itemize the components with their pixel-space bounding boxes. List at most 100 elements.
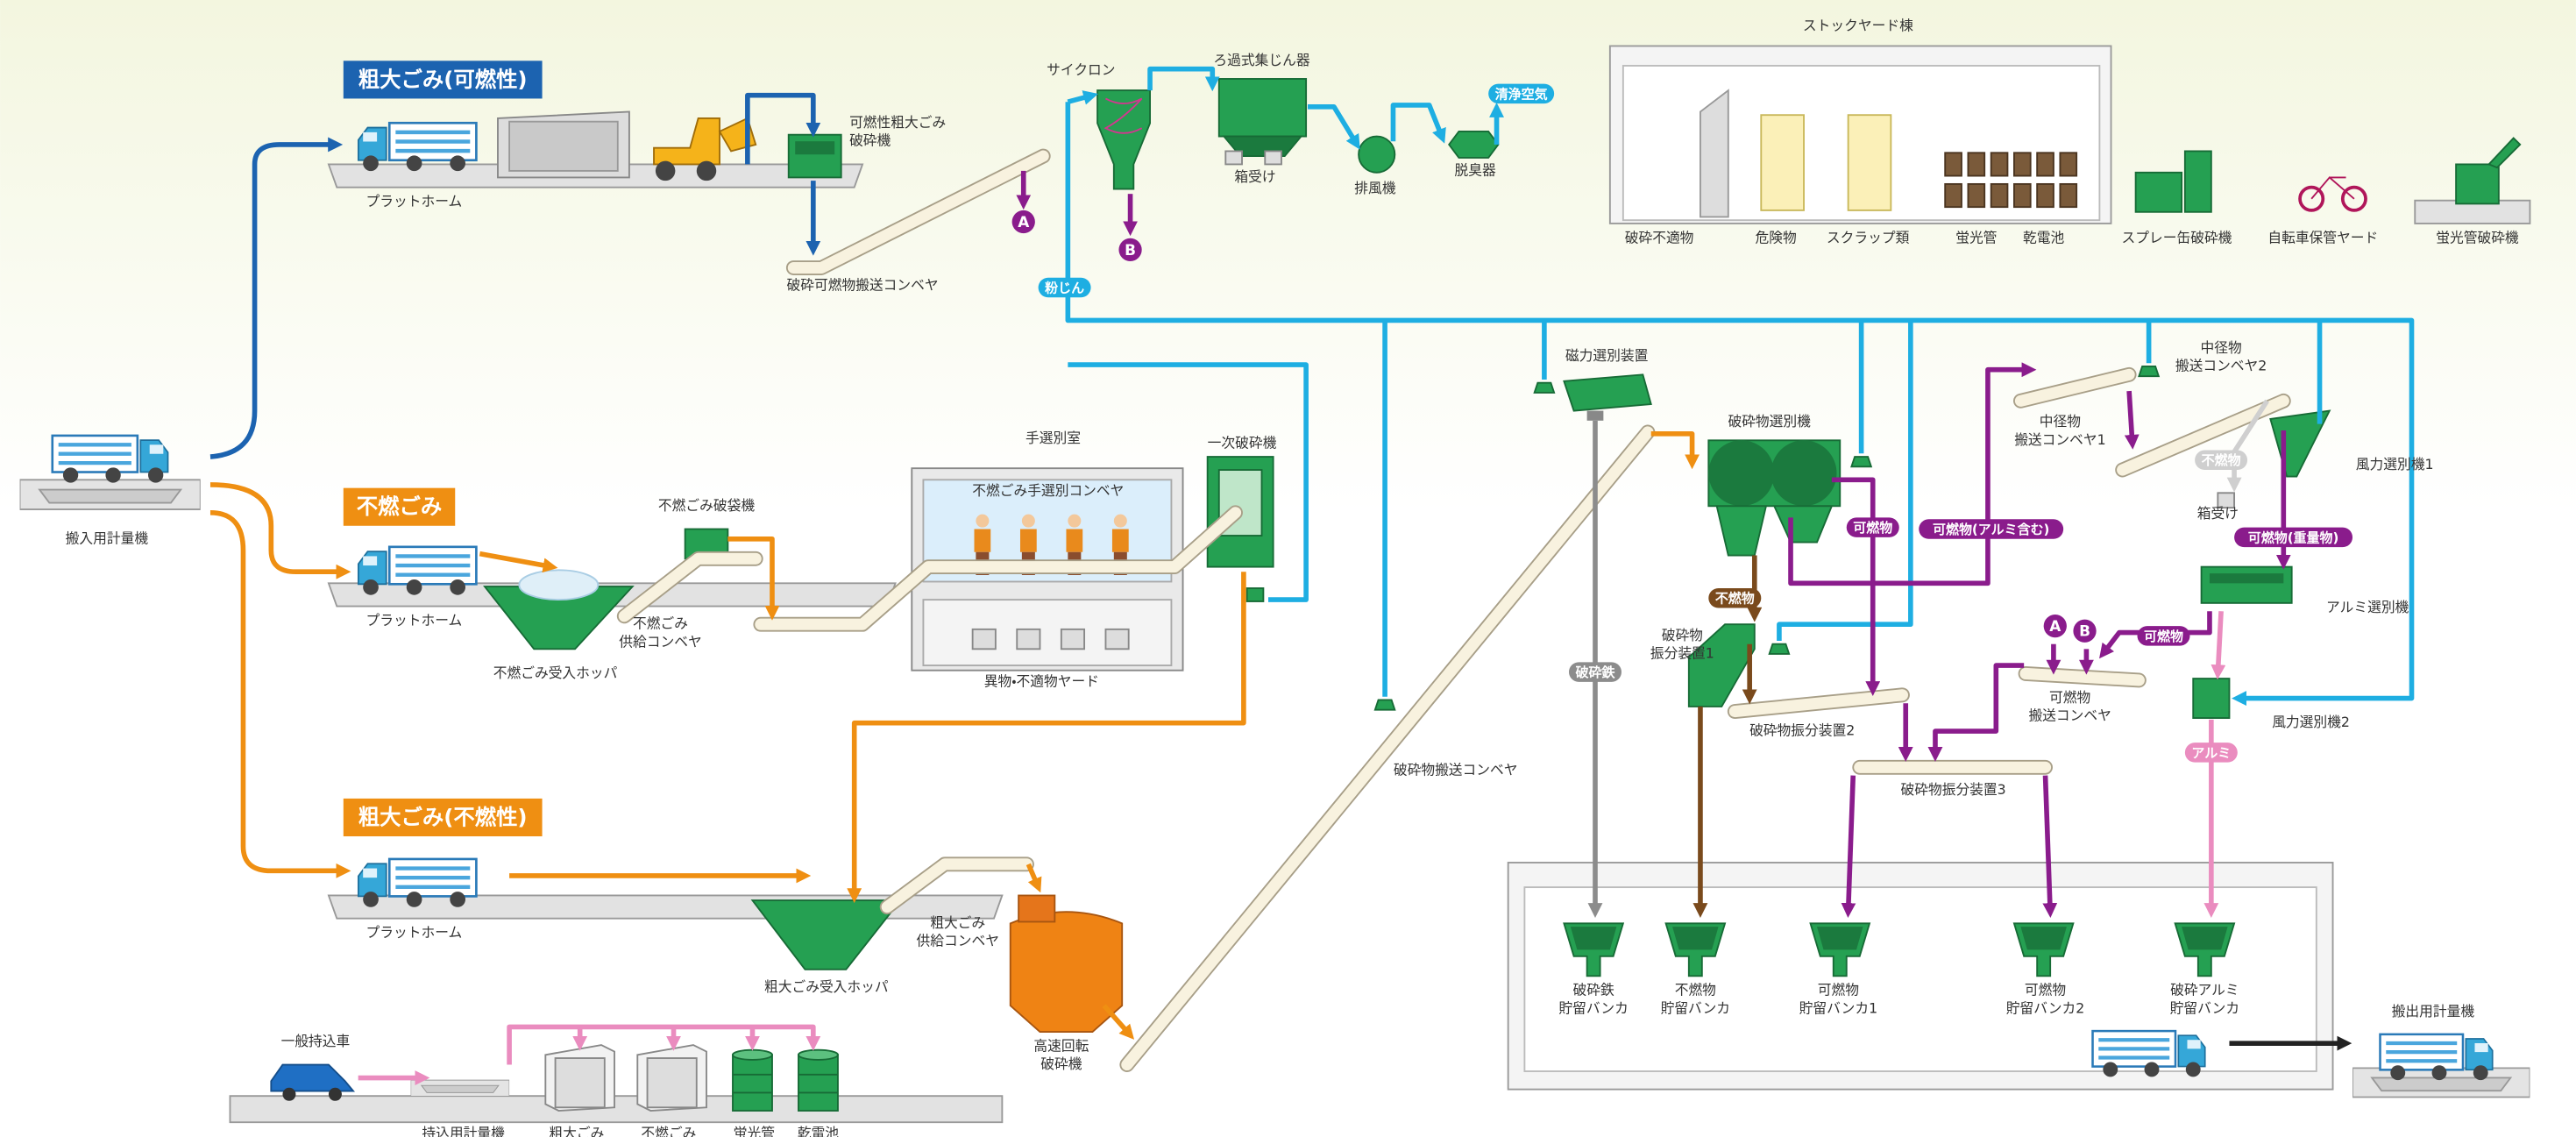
drum <box>1991 153 2008 175</box>
label: 破砕機 <box>849 132 891 149</box>
label: 持込用計量機 <box>422 1125 505 1137</box>
label: 振分装置1 <box>1650 644 1714 661</box>
duct-hood <box>1375 700 1394 709</box>
wall <box>1700 90 1728 217</box>
label: 異物・不適物ヤード <box>984 672 1099 689</box>
label: 手選別室 <box>1025 430 1081 446</box>
box <box>1061 629 1084 649</box>
label: 貯留バンカ1 <box>1799 999 1877 1016</box>
section-title: 不燃ごみ <box>357 494 442 519</box>
nozzle <box>1247 588 1264 601</box>
cage <box>545 1045 614 1111</box>
label: 蛍光管 <box>734 1125 775 1137</box>
label: 乾電池 <box>2023 229 2064 245</box>
section-title: 粗大ごみ(可燃性) <box>358 67 528 92</box>
label: 粗大ごみ受入ホッパ <box>764 978 889 995</box>
label: 粗大ごみ <box>930 914 985 931</box>
label: 不燃ごみ <box>641 1125 696 1137</box>
belt <box>2210 573 2283 583</box>
drum <box>1945 184 1962 207</box>
label: 不燃ごみ手選別コンベヤ <box>972 482 1124 499</box>
label: 供給コンベヤ <box>619 633 701 650</box>
drum <box>733 1050 772 1111</box>
label: 蛍光管 <box>1955 229 1997 245</box>
label: 脱臭器 <box>1455 161 1496 178</box>
tag-text: 可燃物(アルミ含む) <box>1933 522 2049 537</box>
tag-text: 破砕鉄 <box>1576 664 1616 680</box>
magnet-stem <box>1587 411 1604 421</box>
label: プラットホーム <box>366 924 463 941</box>
body: {"sections": ["粗大ごみ(可燃性)", "不燃ごみ", "粗大ごみ… <box>0 0 2576 1137</box>
label: 箱受け <box>1234 168 1275 185</box>
drum <box>1968 153 1984 175</box>
magnetic-separator <box>1564 374 1650 410</box>
tube-crusher <box>2456 164 2499 203</box>
label: ストックヤード棟 <box>1803 17 1913 33</box>
label: 破砕アルミ <box>2170 982 2239 998</box>
label: 破砕可燃物搬送コンベヤ <box>787 277 939 294</box>
fan <box>1359 137 1394 173</box>
drum <box>1708 440 1774 506</box>
label: プラットホーム <box>366 193 463 210</box>
label: 搬出用計量機 <box>2392 1003 2475 1020</box>
label: 可燃性粗大ごみ <box>849 114 946 131</box>
marker-text: A <box>2049 617 2061 635</box>
spray-crusher <box>2185 151 2211 211</box>
tag-text: アルミ <box>2191 745 2231 761</box>
label: 破砕鉄 <box>1573 982 1614 998</box>
label: 破砕物搬送コンベヤ <box>1394 762 1518 778</box>
page: Process flow html, body { margin: 0; pad… <box>0 0 2576 1137</box>
label: 一般持込車 <box>281 1033 351 1049</box>
tag-text: 粉じん <box>1045 280 1084 295</box>
wheel <box>697 161 716 181</box>
truck <box>2093 1031 2205 1077</box>
label: 破砕物 <box>1662 627 1703 643</box>
bag-filter <box>1219 79 1306 137</box>
cage <box>637 1045 706 1111</box>
aluminum-separator <box>2202 567 2292 603</box>
wheel <box>656 161 675 181</box>
label: 搬送コンベヤ <box>2028 707 2111 724</box>
label: 中径物 <box>2040 413 2081 430</box>
drum <box>1991 184 2008 207</box>
label: スプレー缶破砕機 <box>2122 229 2232 245</box>
tag-text: 可燃物 <box>1853 520 1892 536</box>
deodorizer <box>1449 131 1498 158</box>
label: 搬送コンベヤ2 <box>2175 357 2267 373</box>
flow-line <box>2218 611 2221 673</box>
label: 破砕機 <box>1040 1055 1082 1072</box>
tag-text: 不燃物 <box>2202 452 2241 468</box>
drum <box>2060 153 2076 175</box>
label: プラットホーム <box>366 612 463 629</box>
box <box>973 629 996 649</box>
drum <box>1771 440 1837 506</box>
diagram: 粗大ごみ(可燃性)不燃ごみ粗大ごみ(不燃性)搬入用計量機プラットホーム可燃性粗大… <box>0 0 2576 1137</box>
label: 可燃物 <box>1818 982 1859 998</box>
drum <box>2037 184 2054 207</box>
truck <box>358 123 477 171</box>
box <box>1105 629 1128 649</box>
scale <box>411 1080 509 1096</box>
bags <box>519 570 598 600</box>
tag-text: 可燃物 <box>2144 629 2183 644</box>
label: 破砕不適物 <box>1625 229 1694 245</box>
box <box>1265 151 1281 164</box>
label: 不燃ごみ受入ホッパ <box>493 664 618 681</box>
duct-hood <box>1535 383 1554 393</box>
crusher <box>789 135 841 178</box>
wheel <box>329 1088 342 1101</box>
label: 自転車保管ヤード <box>2267 229 2378 245</box>
section-title: 粗大ごみ(不燃性) <box>358 804 528 829</box>
container-inner <box>509 122 618 171</box>
truck <box>358 547 477 595</box>
drum <box>2014 184 2031 207</box>
label: アルミ選別機 <box>2326 599 2409 615</box>
label: 可燃物 <box>2049 689 2090 706</box>
label: 蛍光管破砕機 <box>2436 229 2519 245</box>
box <box>1225 151 1242 164</box>
truck <box>53 436 168 483</box>
label: 搬送コンベヤ1 <box>2014 431 2105 448</box>
label: サイクロン <box>1047 61 1115 78</box>
duct-hood <box>2139 366 2158 376</box>
flow-line <box>2129 391 2132 444</box>
